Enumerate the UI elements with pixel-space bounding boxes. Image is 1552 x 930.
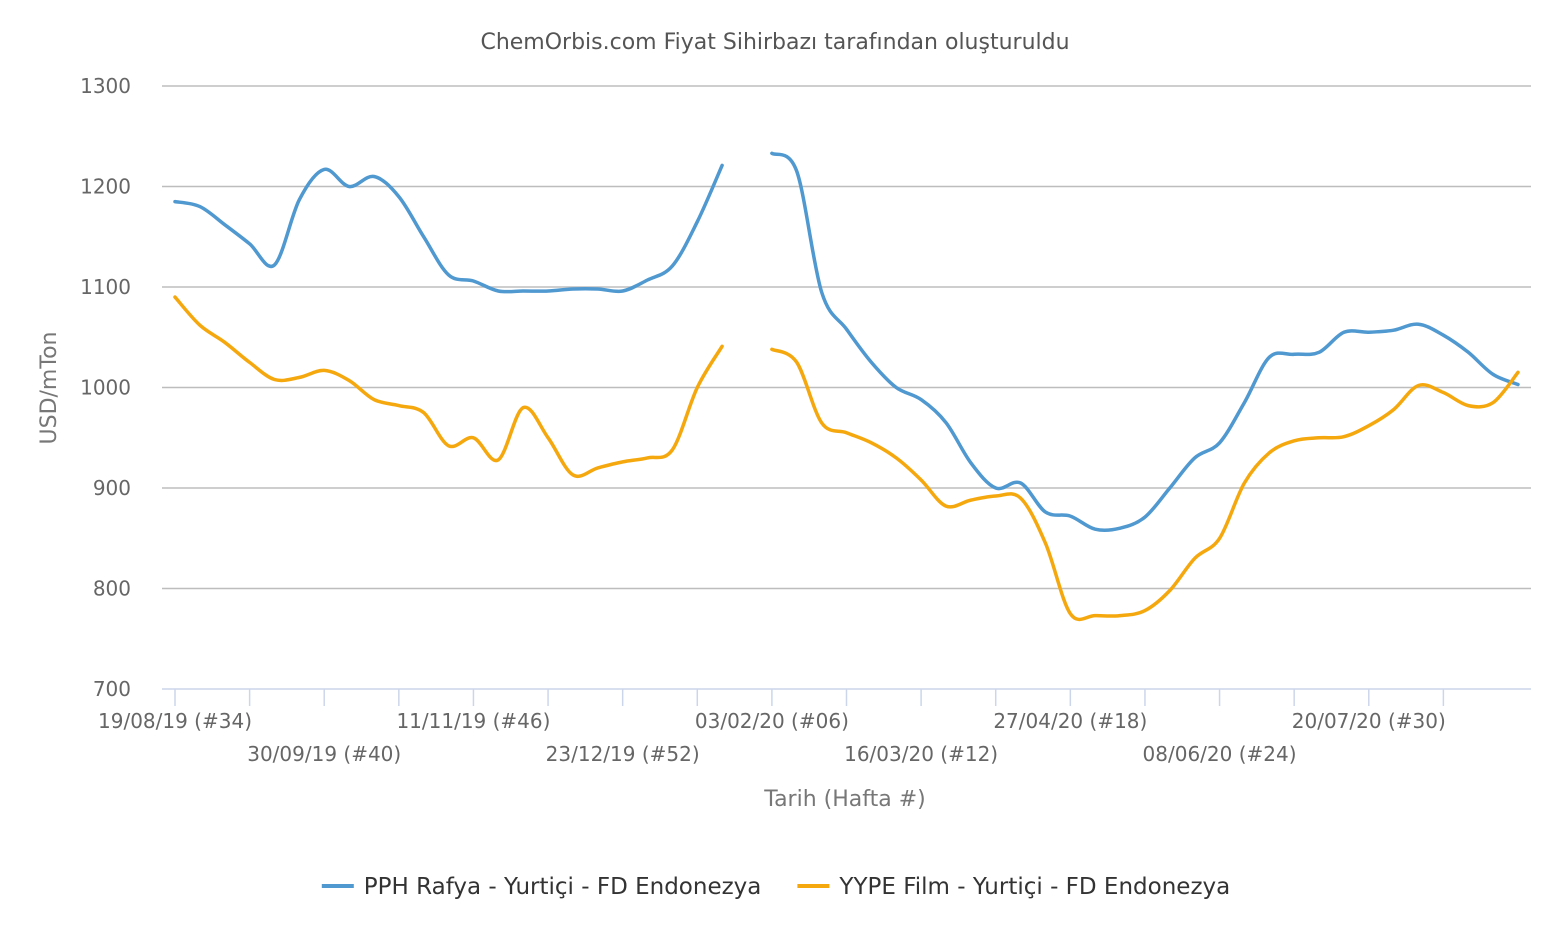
x-tick-label: 16/03/20 (#12) (844, 742, 998, 766)
x-tick-label: 11/11/19 (#46) (396, 709, 550, 733)
x-axis: 19/08/19 (#34) 30/09/19 (#40) 11/11/19 (#4… (98, 688, 1531, 766)
legend-item-1[interactable]: PPH Rafya - Yurtiçi - FD Endonezya (321, 874, 762, 900)
series-line-1-segment-1[interactable] (173, 163, 724, 294)
series-lines (173, 151, 1520, 622)
legend[interactable]: PPH Rafya - Yurtiçi - FD Endonezya YYPE F… (321, 874, 1230, 900)
chart-title: ChemOrbis.com Fiyat Sihirbazı tarafından… (480, 30, 1069, 55)
y-axis-ticks: 700 800 900 1000 1100 1200 1300 (80, 74, 131, 701)
series-line-2-segment-1[interactable] (173, 295, 724, 479)
y-axis-title: USD/mTon (37, 332, 62, 445)
y-tick-label: 1300 (80, 74, 131, 98)
y-tick-label: 700 (93, 677, 131, 701)
x-tick-label: 08/06/20 (#24) (1143, 742, 1297, 766)
x-tick-label: 03/02/20 (#06) (695, 709, 849, 733)
y-tick-label: 900 (93, 476, 131, 500)
legend-label: YYPE Film - Yurtiçi - FD Endonezya (838, 874, 1230, 900)
y-tick-label: 800 (93, 577, 131, 601)
x-tick-label: 23/12/19 (#52) (546, 742, 700, 766)
y-tick-label: 1200 (80, 175, 131, 199)
y-tick-label: 1100 (80, 275, 131, 299)
x-axis-title: Tarih (Hafta #) (763, 787, 925, 812)
y-tick-label: 1000 (80, 376, 131, 400)
x-tick-label: 27/04/20 (#18) (993, 709, 1147, 733)
legend-label: PPH Rafya - Yurtiçi - FD Endonezya (364, 874, 762, 900)
series-line-1-segment-2[interactable] (770, 151, 1520, 533)
x-tick-label: 30/09/19 (#40) (247, 742, 401, 766)
grid-lines (162, 85, 1531, 590)
series-line-2-segment-2[interactable] (770, 347, 1520, 622)
legend-item-2[interactable]: YYPE Film - Yurtiçi - FD Endonezya (797, 874, 1230, 900)
x-tick-label: 19/08/19 (#34) (98, 709, 252, 733)
x-tick-label: 20/07/20 (#30) (1292, 709, 1446, 733)
